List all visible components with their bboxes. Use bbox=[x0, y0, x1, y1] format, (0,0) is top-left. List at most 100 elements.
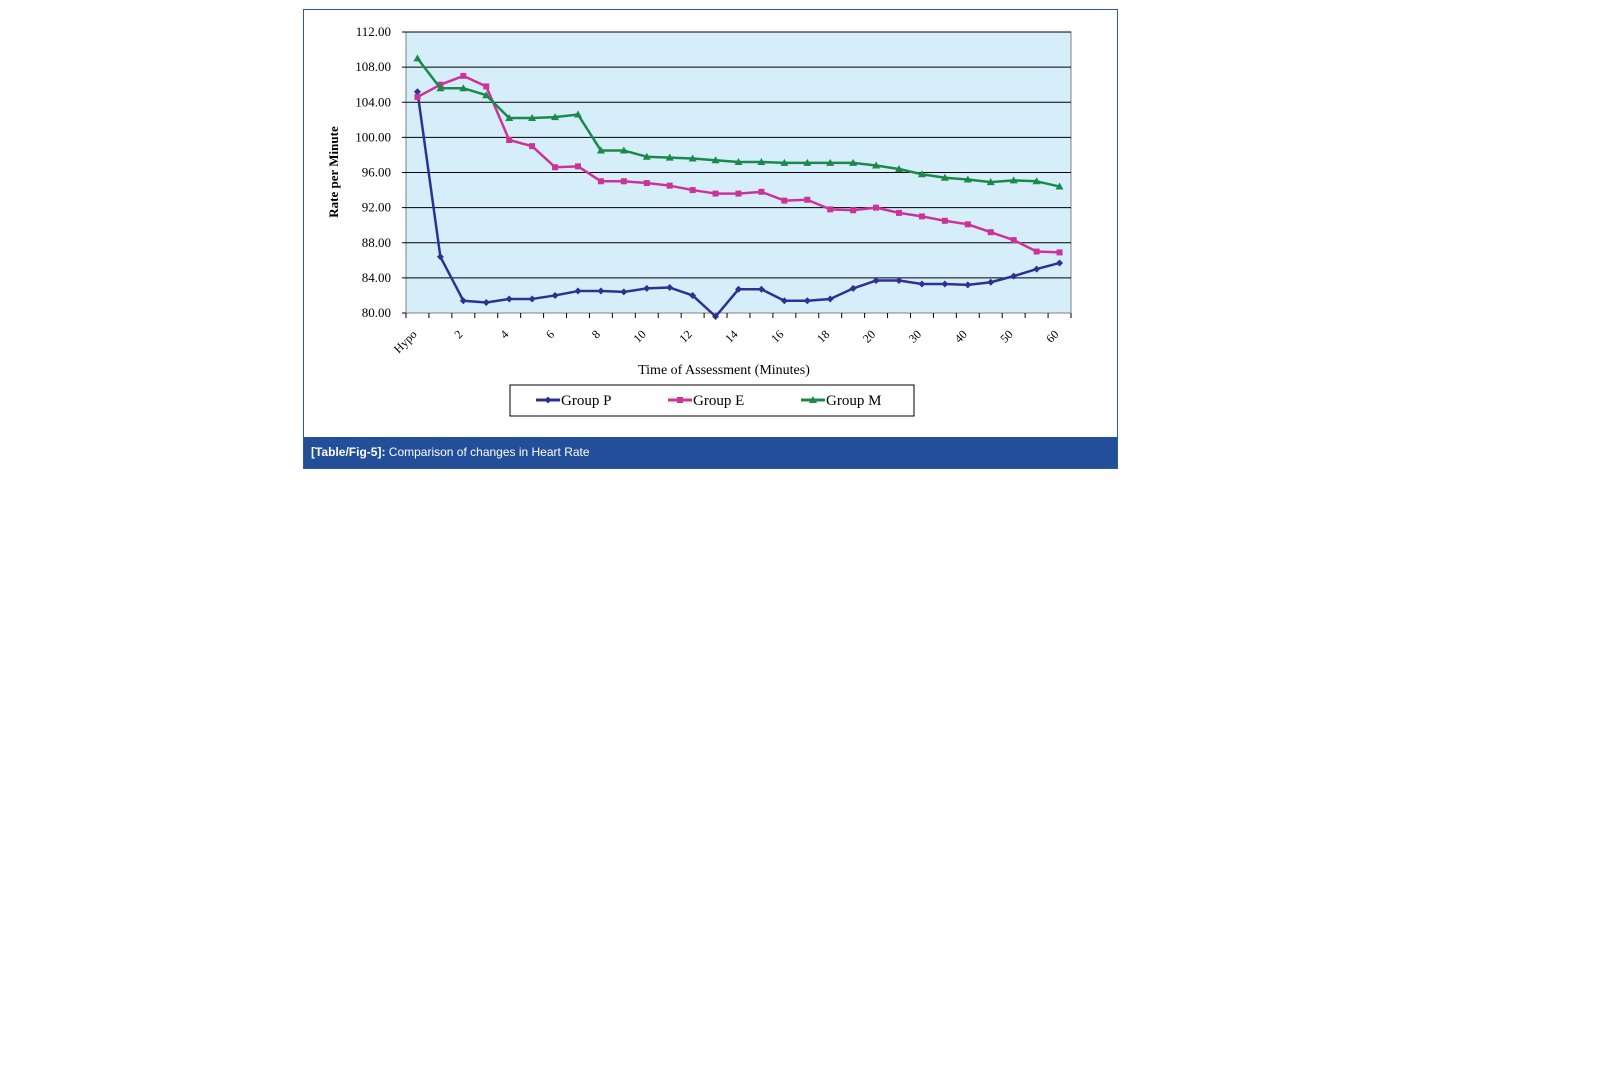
data-point-group-m bbox=[1009, 176, 1018, 184]
data-point-group-p bbox=[528, 295, 536, 303]
data-point-group-p bbox=[941, 280, 949, 288]
series-group-p bbox=[413, 88, 1064, 321]
data-point-group-p bbox=[505, 295, 513, 303]
data-point-group-e bbox=[620, 178, 627, 185]
data-point-group-m bbox=[413, 54, 422, 62]
legend-marker-group-p bbox=[544, 396, 552, 404]
data-point-group-p bbox=[780, 297, 788, 305]
y-tick-label: 84.00 bbox=[362, 270, 391, 285]
caption-text: Comparison of changes in Heart Rate bbox=[385, 445, 590, 459]
data-point-group-m bbox=[780, 158, 789, 166]
data-point-group-m bbox=[734, 157, 743, 165]
x-axis-label: Time of Assessment (Minutes) bbox=[638, 363, 810, 378]
data-point-group-p bbox=[689, 291, 697, 299]
data-point-group-e bbox=[804, 196, 811, 203]
series-group-m bbox=[413, 54, 1064, 190]
data-point-group-m bbox=[849, 158, 858, 166]
data-point-group-m bbox=[826, 158, 835, 166]
x-tick-label: 60 bbox=[1043, 327, 1061, 345]
data-point-group-e bbox=[483, 83, 490, 90]
data-point-group-p bbox=[666, 284, 674, 292]
y-tick-label: 92.00 bbox=[362, 200, 391, 215]
data-point-group-m bbox=[895, 164, 904, 172]
x-tick-label: 16 bbox=[768, 327, 786, 345]
data-point-group-e bbox=[414, 93, 421, 100]
data-point-group-e bbox=[666, 182, 673, 189]
legend-marker-group-m bbox=[809, 396, 817, 403]
data-point-group-p bbox=[872, 277, 880, 285]
data-point-group-m bbox=[642, 152, 651, 160]
y-axis-label: Rate per Minute bbox=[326, 126, 341, 218]
data-point-group-p bbox=[826, 295, 834, 303]
data-point-group-e bbox=[964, 221, 971, 228]
figure-panel: 80.00 84.00 88.00 92.00 96.00 100.00 104.00 108… bbox=[303, 9, 1118, 469]
data-point-group-p bbox=[735, 285, 742, 293]
data-point-group-p bbox=[643, 284, 651, 292]
data-point-group-e bbox=[827, 206, 834, 213]
caption-label: [Table/Fig-5]: bbox=[311, 445, 386, 459]
y-tick-label: 96.00 bbox=[362, 165, 391, 180]
data-point-group-m bbox=[505, 114, 514, 122]
data-point-group-p bbox=[436, 253, 444, 261]
data-point-group-e bbox=[506, 137, 513, 144]
x-tick-label: 2 bbox=[451, 327, 465, 341]
x-tick-label: Hypo bbox=[391, 327, 420, 356]
data-point-group-m bbox=[1055, 182, 1064, 190]
data-point-group-m bbox=[803, 158, 812, 166]
heart-rate-line-chart: 80.0084.0088.0092.0096.00100.00104.00108… bbox=[326, 24, 1072, 417]
data-point-group-p bbox=[597, 287, 605, 295]
data-point-group-p bbox=[1010, 272, 1018, 280]
data-point-group-m bbox=[711, 156, 720, 164]
legend-label-group-m: Group M bbox=[826, 393, 881, 409]
data-point-group-p bbox=[574, 287, 582, 295]
data-point-group-e bbox=[758, 188, 765, 195]
data-point-group-p bbox=[459, 297, 467, 305]
y-tick-label: 100.00 bbox=[355, 129, 391, 144]
data-point-group-e bbox=[941, 217, 948, 224]
data-point-group-m bbox=[459, 84, 468, 92]
chart-legend: Group P Group E Group M bbox=[509, 384, 915, 417]
y-tick-label: 104.00 bbox=[355, 94, 391, 109]
data-point-group-m bbox=[917, 170, 926, 178]
x-tick-label: 4 bbox=[497, 327, 511, 341]
data-point-group-m bbox=[963, 175, 972, 183]
data-point-group-m bbox=[596, 146, 605, 154]
legend-box bbox=[509, 384, 915, 417]
data-point-group-m bbox=[688, 154, 697, 162]
data-point-group-m bbox=[1032, 177, 1041, 185]
legend-label-group-p: Group P bbox=[561, 393, 611, 409]
data-point-group-e bbox=[712, 190, 719, 197]
data-point-group-p bbox=[712, 313, 720, 321]
data-point-group-e bbox=[873, 204, 880, 211]
y-tick-label: 108.00 bbox=[355, 59, 391, 74]
data-point-group-e bbox=[1056, 249, 1063, 256]
data-point-group-p bbox=[849, 284, 857, 292]
data-point-group-p bbox=[803, 297, 811, 305]
data-point-group-m bbox=[986, 178, 995, 186]
data-point-group-p bbox=[757, 285, 765, 293]
data-point-group-e bbox=[643, 180, 650, 187]
data-point-group-e bbox=[1010, 237, 1017, 244]
x-tick-label: 6 bbox=[543, 327, 557, 341]
x-tick-label: 8 bbox=[589, 327, 603, 341]
legend-label-group-e: Group E bbox=[693, 393, 744, 409]
data-point-group-e bbox=[574, 163, 581, 170]
data-point-group-p bbox=[482, 298, 490, 306]
x-tick-label: 40 bbox=[952, 327, 970, 345]
data-point-group-e bbox=[460, 72, 467, 79]
data-point-group-e bbox=[529, 143, 536, 150]
data-point-group-m bbox=[665, 153, 674, 161]
data-point-group-e bbox=[781, 197, 788, 204]
legend-marker-group-e bbox=[677, 397, 683, 403]
data-point-group-e bbox=[689, 187, 696, 194]
x-tick-label: 20 bbox=[860, 327, 878, 345]
data-point-group-p bbox=[1056, 259, 1064, 267]
data-point-group-p bbox=[895, 277, 903, 285]
data-point-group-m bbox=[482, 91, 491, 99]
data-point-group-m bbox=[573, 110, 582, 118]
x-tick-label: 14 bbox=[722, 327, 740, 345]
data-point-group-p bbox=[413, 88, 421, 96]
data-point-group-e bbox=[552, 164, 559, 171]
data-point-group-e bbox=[1033, 248, 1040, 255]
data-point-group-p bbox=[551, 291, 559, 299]
